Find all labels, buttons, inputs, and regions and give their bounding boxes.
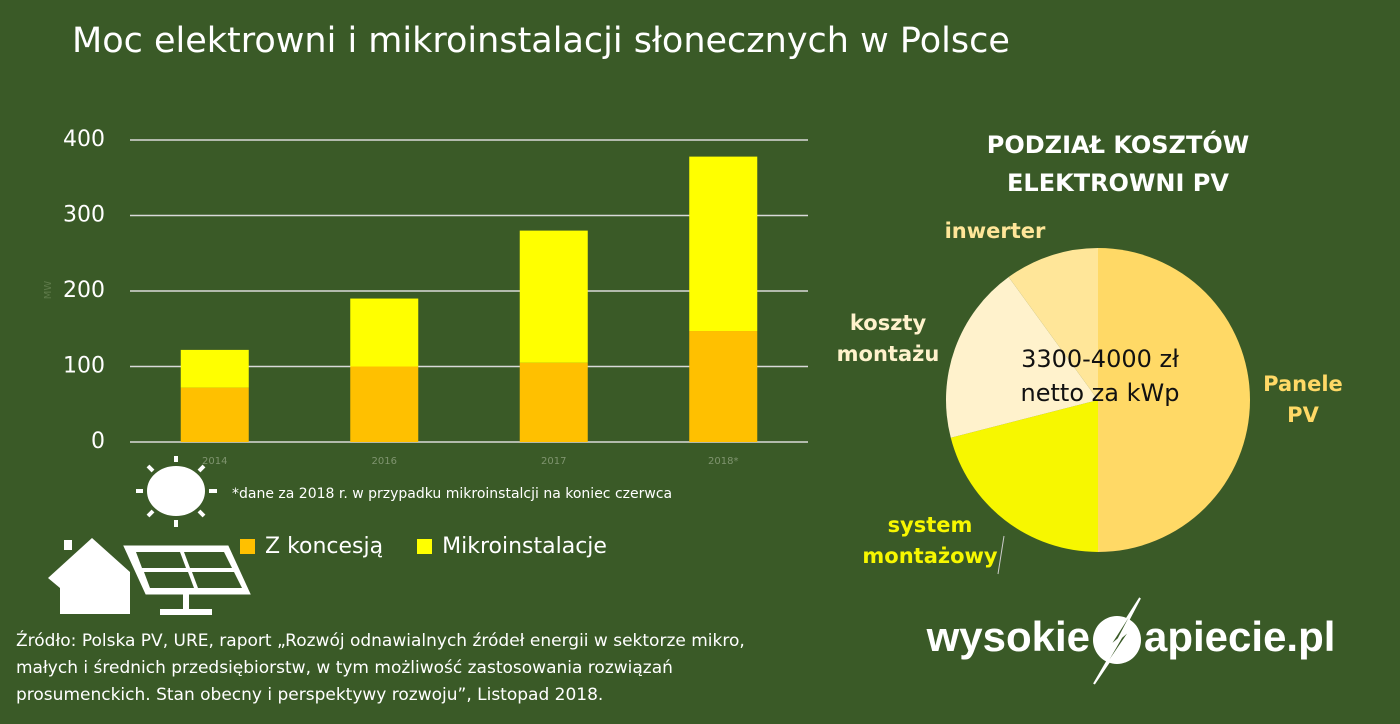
- logo-icon: [1093, 597, 1141, 685]
- house-icon: [48, 538, 130, 614]
- legend-label: Mikroinstalacje: [442, 534, 607, 559]
- pie-slice: [945, 277, 1098, 438]
- y-tick-label: 300: [63, 203, 105, 228]
- bar-segment: [519, 362, 588, 442]
- bar-segment: [350, 298, 419, 367]
- pie-center-text: 3300-4000 zł netto za kWp: [1020, 345, 1180, 407]
- pie-label: Panele PV: [1263, 372, 1343, 427]
- x-tick-label: 2017: [541, 456, 566, 467]
- pie-label: inwerter: [944, 219, 1046, 243]
- x-tick-label: 2014: [202, 456, 227, 467]
- pie-slice: [1098, 248, 1250, 552]
- pie-slice: [1008, 248, 1098, 400]
- y-axis-label: MW: [43, 281, 54, 300]
- pie-title: PODZIAŁ KOSZTÓW ELEKTROWNI PV: [986, 131, 1250, 197]
- legend-label: Z koncesją: [265, 534, 384, 559]
- pie-label: system montażowy: [862, 513, 998, 568]
- logo-left: wysokie: [926, 613, 1090, 660]
- leader-line: [997, 535, 1005, 575]
- y-tick-label: 200: [63, 278, 105, 303]
- x-tick-label: 2018*: [708, 456, 738, 467]
- page-title: Moc elektrowni i mikroinstalacji słonecz…: [72, 21, 1010, 61]
- bar-segment: [180, 349, 249, 388]
- bar-segment: [519, 230, 588, 363]
- bar-segment: [350, 366, 419, 442]
- source-note: Źródło: Polska PV, URE, raport „Rozwój o…: [16, 631, 745, 705]
- logo-right: apiecie.pl: [1144, 613, 1335, 660]
- y-tick-label: 100: [63, 354, 105, 379]
- footnote: *dane za 2018 r. w przypadku mikroinstal…: [232, 486, 672, 502]
- legend-swatch: [240, 539, 255, 554]
- legend-item: Mikroinstalacje: [417, 534, 607, 559]
- bar-segment: [689, 156, 758, 332]
- legend-swatch: [417, 539, 433, 554]
- bar-segment: [689, 331, 758, 442]
- sun-icon: [136, 456, 217, 527]
- legend: Z koncesją Mikroinstalacje: [240, 534, 607, 559]
- pie-label: koszty montażu: [836, 311, 940, 366]
- legend-item: Z koncesją: [240, 534, 383, 559]
- y-tick-label: 400: [63, 127, 105, 152]
- x-tick-label: 2016: [372, 456, 397, 467]
- pie-slice: [950, 400, 1098, 552]
- y-tick-label: 0: [91, 429, 105, 454]
- solar-panel-icon: [123, 545, 251, 615]
- bar-segment: [180, 387, 249, 442]
